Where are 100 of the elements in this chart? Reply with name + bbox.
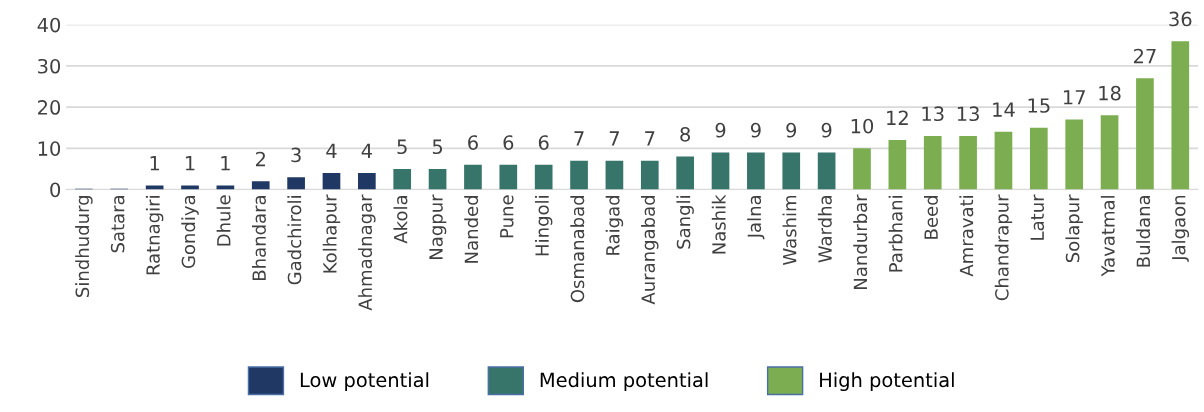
x-tick-label: Jalgaon [1171,195,1190,262]
data-label: 15 [1028,98,1050,113]
bar [959,135,977,190]
data-label: 1 [221,156,230,171]
x-tick-label: Akola [393,196,408,244]
bar [1065,119,1084,190]
data-label: 8 [680,126,691,142]
data-label: 12 [887,110,908,125]
x-tick-label: Kolhapur [322,194,341,273]
x-tick-label: Solapur [1065,194,1083,263]
y-tick-label: 0 [50,182,61,198]
y-tick-label: 10 [38,141,61,156]
data-label: 6 [503,135,514,150]
x-tick-label: Bhandara [252,196,266,280]
x-tick-label: Beed [923,196,938,239]
y-tick-label: 20 [38,100,61,115]
x-tick-label: Sangli [676,196,694,249]
x-tick-label: Ahmadnagar [358,194,376,311]
bar [676,156,694,190]
bar [570,160,588,190]
data-label: 7 [609,131,619,146]
bar [499,164,518,190]
data-label: 13 [922,106,944,122]
data-label: 7 [645,131,655,146]
bar [853,148,871,190]
x-tick-label: Gondiya [181,196,199,269]
x-tick-label: Nagpur [429,194,447,259]
y-tick-label: 30 [38,58,61,74]
x-tick-label: Jalna [747,196,765,240]
bar [287,177,305,190]
bar [888,140,907,190]
data-label: 2 [255,151,265,167]
data-label: 9 [786,122,797,138]
bar [393,168,412,190]
x-tick-label: Osmanabad [570,196,585,303]
data-label: 3 [291,147,301,163]
bar [1136,78,1154,190]
data-label: 9 [715,122,726,138]
bar [994,131,1013,190]
data-label: 36 [1169,11,1192,27]
legend-label: High potential [820,372,954,392]
bar [534,164,553,190]
x-tick-label: Aurangabad [641,196,659,305]
bar [216,185,235,190]
data-label: 1 [185,156,195,171]
x-tick-label: Amravati [959,196,974,277]
bar [640,160,659,190]
data-label: 7 [574,131,584,146]
data-label: 9 [750,122,761,138]
x-tick-label: Gadchiroli [287,196,302,285]
bar [747,152,765,190]
x-tick-label: Buldana [1136,196,1151,267]
bar [358,173,376,190]
bar [605,160,624,190]
bar [145,185,164,190]
legend-label: Low potential [300,372,429,392]
bar [181,185,199,190]
x-tick-label: Hingoli [534,196,553,256]
bar [1029,127,1048,190]
data-label: 5 [432,139,443,155]
data-label: 14 [993,102,1015,117]
x-tick-label: Nashik [711,194,726,254]
x-tick-label: Satara [110,196,125,253]
data-label: 6 [468,135,478,150]
bar [428,168,447,190]
bar [1100,115,1119,190]
data-label: 4 [361,143,372,158]
x-tick-label: Ratnagiri [145,196,164,275]
data-label: 27 [1133,48,1156,64]
legend-label: Medium potential [540,372,708,392]
x-tick-label: Nanded [464,196,479,263]
data-label: 13 [957,106,979,122]
bar [1171,41,1190,190]
data-label: 1 [150,156,160,171]
x-tick-label: Sindhudurg [75,196,93,297]
x-tick-label: Latur [1030,194,1045,240]
bar [464,164,482,190]
x-tick-label: Washim [782,195,797,265]
data-label: 4 [326,143,337,158]
x-tick-label: Chandrapur [994,194,1013,301]
data-label: 10 [851,118,874,134]
x-tick-label: Pune [500,195,514,238]
data-label: 6 [538,135,549,150]
x-tick-label: Nandurbar [853,194,868,289]
bar [782,152,801,190]
x-tick-label: Dhule [216,195,231,246]
x-tick-label: Parbhani [888,196,903,272]
y-tick-label: 40 [37,17,61,33]
bar [711,152,730,190]
x-tick-label: Yavatmal [1100,196,1115,277]
bar [322,173,341,190]
data-label: 9 [821,122,832,138]
data-label: 18 [1099,85,1121,101]
x-tick-label: Wardha [817,196,832,263]
bar [817,152,836,190]
data-label: 5 [397,139,407,155]
bar [923,135,942,190]
data-label: 17 [1063,90,1085,105]
x-tick-label: Raigad [605,196,624,255]
bar [251,181,270,190]
